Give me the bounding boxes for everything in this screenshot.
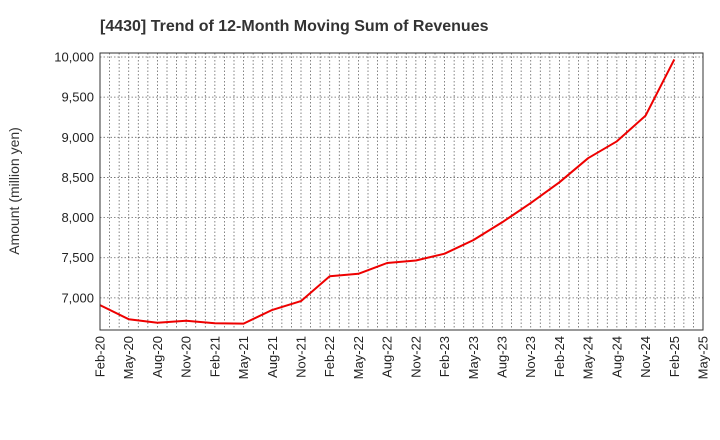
x-tick-label: May-25 [696, 336, 711, 379]
x-tick-label: Nov-24 [638, 336, 653, 378]
x-tick-label: May-23 [466, 336, 481, 379]
x-tick-label: May-21 [236, 336, 251, 379]
y-tick-label: 10,000 [54, 50, 94, 65]
x-tick-label: Aug-24 [609, 336, 624, 378]
y-tick-label: 7,500 [61, 250, 94, 265]
x-tick-label: Aug-20 [150, 336, 165, 378]
grid [100, 53, 703, 330]
x-tick-label: Feb-23 [437, 336, 452, 377]
x-tick-label: Feb-21 [207, 336, 222, 377]
x-tick-label: May-22 [351, 336, 366, 379]
chart-title: [4430] Trend of 12-Month Moving Sum of R… [100, 18, 489, 35]
y-tick-label: 9,000 [61, 130, 94, 145]
series-layer [99, 58, 676, 325]
plot-frame [99, 52, 704, 331]
y-tick-labels: 7,000 7,500 8,000 8,500 9,000 9,500 10,000 [54, 50, 94, 306]
x-tick-label: Aug-22 [380, 336, 395, 378]
series-line [99, 58, 676, 325]
x-tick-label: Nov-22 [408, 336, 423, 378]
x-tick-label: Feb-24 [552, 336, 567, 377]
x-tick-label: Feb-20 [93, 336, 108, 377]
x-tick-label: Nov-23 [523, 336, 538, 378]
x-tick-label: Feb-22 [322, 336, 337, 377]
y-axis-label: Amount (million yen) [6, 127, 22, 255]
x-tick-label: Aug-23 [495, 336, 510, 378]
x-tick-label: Feb-25 [667, 336, 682, 377]
x-tick-label: May-24 [581, 336, 596, 379]
x-tick-label: Aug-21 [265, 336, 280, 378]
x-tick-label: May-20 [121, 336, 136, 379]
x-tick-label: Nov-21 [294, 336, 309, 378]
y-tick-label: 9,500 [61, 90, 94, 105]
y-tick-label: 7,000 [61, 290, 94, 305]
x-tick-labels: Feb-20 May-20 Aug-20 Nov-20 Feb-21 May-21 Aug-… [93, 336, 711, 379]
y-tick-label: 8,500 [61, 170, 94, 185]
x-tick-label: Nov-20 [179, 336, 194, 378]
y-tick-label: 8,000 [61, 210, 94, 225]
